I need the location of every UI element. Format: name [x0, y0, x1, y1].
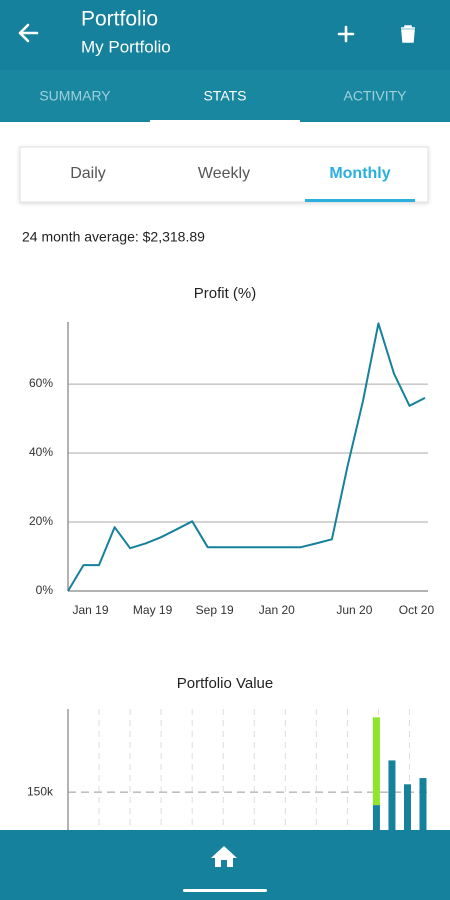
home-button[interactable]	[211, 846, 237, 867]
add-icon	[337, 25, 355, 43]
period-label: Monthly	[329, 165, 390, 182]
period-label: Weekly	[198, 165, 250, 182]
tab-indicator	[150, 120, 300, 123]
tab-bar	[0, 70, 450, 122]
tab[interactable]: STATS	[150, 88, 300, 123]
period-card	[19, 146, 429, 203]
x-tick-label: Sep 19	[196, 603, 234, 617]
delete-button[interactable]	[401, 25, 415, 43]
chart-title: Profit (%)	[194, 285, 257, 302]
bottom-nav	[0, 830, 450, 900]
tab-label: STATS	[203, 88, 246, 104]
x-tick-label: Oct 20	[399, 603, 435, 617]
period-label: Daily	[70, 165, 106, 182]
add-button[interactable]	[337, 25, 355, 43]
tabs: SUMMARY STATS ACTIVITY	[39, 88, 407, 123]
period-option[interactable]: Weekly	[198, 165, 250, 182]
period-option[interactable]: Monthly	[305, 165, 415, 202]
home-icon	[211, 846, 237, 867]
gesture-bar	[183, 889, 267, 892]
tab[interactable]: SUMMARY	[39, 88, 111, 104]
tab-label: ACTIVITY	[343, 88, 407, 104]
period-indicator	[305, 199, 415, 202]
line	[67, 322, 426, 592]
bar	[419, 778, 427, 870]
bar	[372, 717, 380, 806]
title: Portfolio	[81, 8, 158, 31]
tab-label: SUMMARY	[39, 88, 111, 104]
y-tick-label: 40%	[29, 445, 53, 459]
x-tick-label: Jan 19	[73, 603, 109, 617]
periods: Daily Weekly Monthly	[70, 165, 415, 202]
y-tick-label: 0%	[36, 583, 54, 597]
back-button[interactable]	[18, 23, 39, 43]
x-tick-label: May 19	[133, 603, 173, 617]
y-tick-label: 150k	[27, 784, 54, 798]
tab[interactable]: ACTIVITY	[343, 88, 407, 104]
nav-bar	[0, 830, 450, 900]
y-tick-label: 60%	[29, 376, 53, 390]
x-tick-label: Jan 20	[259, 603, 295, 617]
chart-title: Portfolio Value	[177, 675, 273, 692]
back-icon	[18, 23, 39, 43]
period-option[interactable]: Daily	[70, 165, 106, 182]
delete-icon	[401, 25, 415, 43]
bar	[388, 760, 396, 870]
y-tick-label: 20%	[29, 514, 53, 528]
bar	[403, 784, 411, 870]
subtitle: My Portfolio	[81, 37, 171, 56]
x-tick-label: Jun 20	[336, 603, 372, 617]
average: 24 month average: $2,318.89	[22, 229, 205, 245]
